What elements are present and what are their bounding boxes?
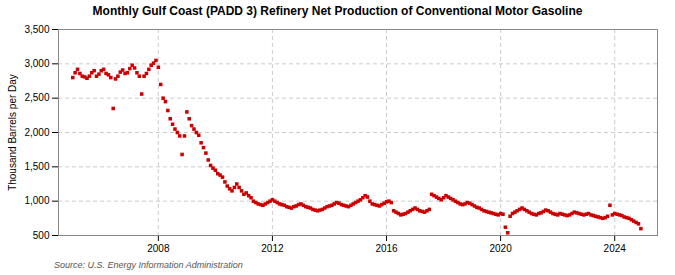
- html-text:Source: U.S. Energy Informatio: Source: U.S. Energy Information Administ…: [54, 260, 243, 270]
- svg-text:2024: 2024: [604, 243, 627, 254]
- svg-text:3,500: 3,500: [24, 24, 49, 35]
- svg-text:2016: 2016: [375, 243, 398, 254]
- svg-text:3,000: 3,000: [24, 58, 49, 69]
- svg-text:2020: 2020: [489, 243, 512, 254]
- svg-text:2,500: 2,500: [24, 92, 49, 103]
- svg-text:2012: 2012: [261, 243, 284, 254]
- svg-text:Thousand Barrels per Day: Thousand Barrels per Day: [7, 74, 18, 191]
- svg-text:1,500: 1,500: [24, 161, 49, 172]
- html-text:Monthly Gulf Coast (PADD 3) Re: Monthly Gulf Coast (PADD 3) Refinery Net…: [92, 4, 583, 18]
- svg-text:2008: 2008: [147, 243, 170, 254]
- svg-text:2,000: 2,000: [24, 127, 49, 138]
- svg-text:1,000: 1,000: [24, 195, 49, 206]
- svg-text:500: 500: [33, 230, 50, 241]
